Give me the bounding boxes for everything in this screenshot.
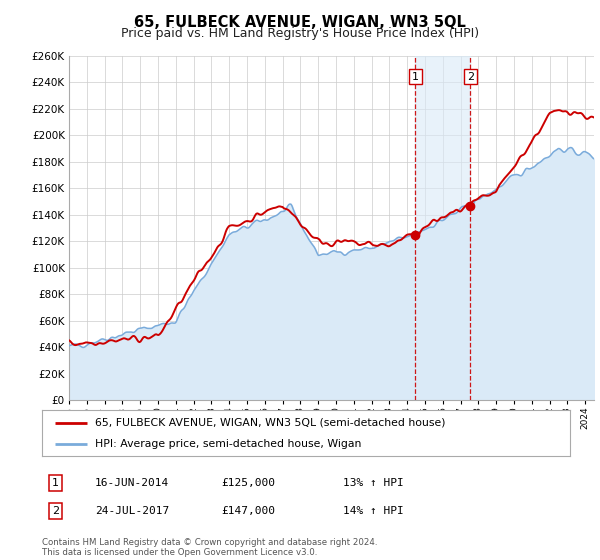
Text: 2: 2 <box>52 506 59 516</box>
Text: Contains HM Land Registry data © Crown copyright and database right 2024.: Contains HM Land Registry data © Crown c… <box>42 538 377 547</box>
Text: Price paid vs. HM Land Registry's House Price Index (HPI): Price paid vs. HM Land Registry's House … <box>121 27 479 40</box>
Text: 13% ↑ HPI: 13% ↑ HPI <box>343 478 404 488</box>
Text: HPI: Average price, semi-detached house, Wigan: HPI: Average price, semi-detached house,… <box>95 439 361 449</box>
Text: £125,000: £125,000 <box>221 478 275 488</box>
Text: £147,000: £147,000 <box>221 506 275 516</box>
Text: 24-JUL-2017: 24-JUL-2017 <box>95 506 169 516</box>
Text: 1: 1 <box>52 478 59 488</box>
Text: 16-JUN-2014: 16-JUN-2014 <box>95 478 169 488</box>
Text: This data is licensed under the Open Government Licence v3.0.: This data is licensed under the Open Gov… <box>42 548 317 557</box>
Text: 65, FULBECK AVENUE, WIGAN, WN3 5QL: 65, FULBECK AVENUE, WIGAN, WN3 5QL <box>134 15 466 30</box>
Bar <box>415 56 470 400</box>
Text: 65, FULBECK AVENUE, WIGAN, WN3 5QL (semi-detached house): 65, FULBECK AVENUE, WIGAN, WN3 5QL (semi… <box>95 418 445 428</box>
Text: 1: 1 <box>412 72 419 82</box>
Text: 14% ↑ HPI: 14% ↑ HPI <box>343 506 404 516</box>
Text: 2: 2 <box>467 72 474 82</box>
